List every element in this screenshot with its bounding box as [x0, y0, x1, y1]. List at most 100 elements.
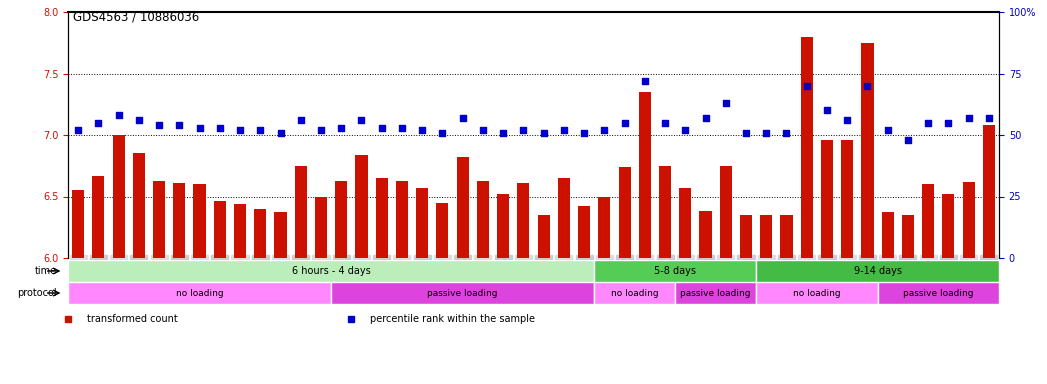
Bar — [942, 194, 955, 258]
Point — [435, 129, 451, 136]
Text: 6 hours - 4 days: 6 hours - 4 days — [292, 266, 371, 276]
Bar — [922, 184, 934, 258]
Text: no loading: no loading — [176, 288, 223, 298]
Point — [860, 83, 876, 89]
Bar — [595, 260, 756, 282]
Bar — [437, 203, 448, 258]
Point — [940, 120, 957, 126]
Bar — [821, 140, 833, 258]
Bar — [416, 188, 428, 258]
Bar — [274, 212, 287, 258]
Text: passive loading: passive loading — [427, 288, 498, 298]
Bar — [194, 184, 205, 258]
Text: no loading: no loading — [610, 288, 659, 298]
Point — [151, 122, 168, 128]
Bar — [680, 188, 691, 258]
Bar — [756, 260, 999, 282]
Point — [374, 124, 391, 131]
Text: protocol: protocol — [17, 288, 57, 298]
Point — [495, 129, 512, 136]
Bar — [578, 206, 591, 258]
Bar — [962, 182, 975, 258]
Bar — [497, 194, 509, 258]
Text: GDS4563 / 10886036: GDS4563 / 10886036 — [73, 10, 199, 23]
Bar — [173, 183, 185, 258]
Point — [738, 129, 755, 136]
Bar — [233, 204, 246, 258]
Bar — [877, 282, 999, 304]
Bar — [133, 154, 144, 258]
Text: passive loading: passive loading — [681, 288, 751, 298]
Bar — [72, 190, 84, 258]
Text: transformed count: transformed count — [87, 314, 178, 324]
Point — [556, 127, 573, 133]
Point — [677, 127, 694, 133]
Point — [110, 112, 127, 118]
Bar — [598, 197, 610, 258]
Point — [171, 122, 187, 128]
Point — [313, 127, 330, 133]
Point — [131, 117, 148, 123]
Bar — [595, 282, 675, 304]
Point — [839, 117, 855, 123]
Bar — [335, 180, 348, 258]
Text: passive loading: passive loading — [903, 288, 974, 298]
Text: time: time — [35, 266, 57, 276]
Bar — [537, 215, 550, 258]
Point — [211, 124, 228, 131]
Bar — [740, 215, 752, 258]
Bar — [675, 282, 756, 304]
Point — [656, 120, 673, 126]
Point — [515, 127, 532, 133]
Point — [919, 120, 936, 126]
Bar — [68, 282, 331, 304]
Bar — [882, 212, 894, 258]
Bar — [153, 180, 165, 258]
Point — [617, 120, 633, 126]
Bar — [719, 166, 732, 258]
Point — [394, 124, 410, 131]
Bar — [801, 36, 812, 258]
Bar — [841, 140, 853, 258]
Point — [717, 100, 734, 106]
Bar — [659, 166, 671, 258]
Bar — [476, 180, 489, 258]
Point — [819, 107, 836, 114]
Text: no loading: no loading — [793, 288, 841, 298]
Bar — [68, 260, 595, 282]
Point — [596, 127, 612, 133]
Bar — [901, 215, 914, 258]
Point — [899, 137, 916, 143]
Point — [758, 129, 775, 136]
Bar — [517, 183, 530, 258]
Bar — [558, 178, 570, 258]
Bar — [376, 178, 387, 258]
Bar — [396, 180, 408, 258]
Bar — [862, 43, 873, 258]
Point — [454, 115, 471, 121]
Point — [879, 127, 896, 133]
Point — [70, 127, 87, 133]
Point — [960, 115, 977, 121]
Bar — [331, 282, 595, 304]
Bar — [92, 175, 105, 258]
Bar — [780, 215, 793, 258]
Point — [980, 115, 997, 121]
Bar — [456, 157, 469, 258]
Bar — [619, 167, 630, 258]
Point — [474, 127, 491, 133]
Bar — [983, 125, 995, 258]
Point — [252, 127, 269, 133]
Bar — [254, 209, 266, 258]
Point — [231, 127, 248, 133]
Bar — [699, 211, 712, 258]
Point — [333, 124, 350, 131]
Bar — [112, 135, 125, 258]
Point — [192, 124, 208, 131]
Point — [576, 129, 593, 136]
Bar — [294, 166, 307, 258]
Point — [778, 129, 795, 136]
Point — [292, 117, 309, 123]
Bar — [639, 92, 651, 258]
Point — [637, 78, 653, 84]
